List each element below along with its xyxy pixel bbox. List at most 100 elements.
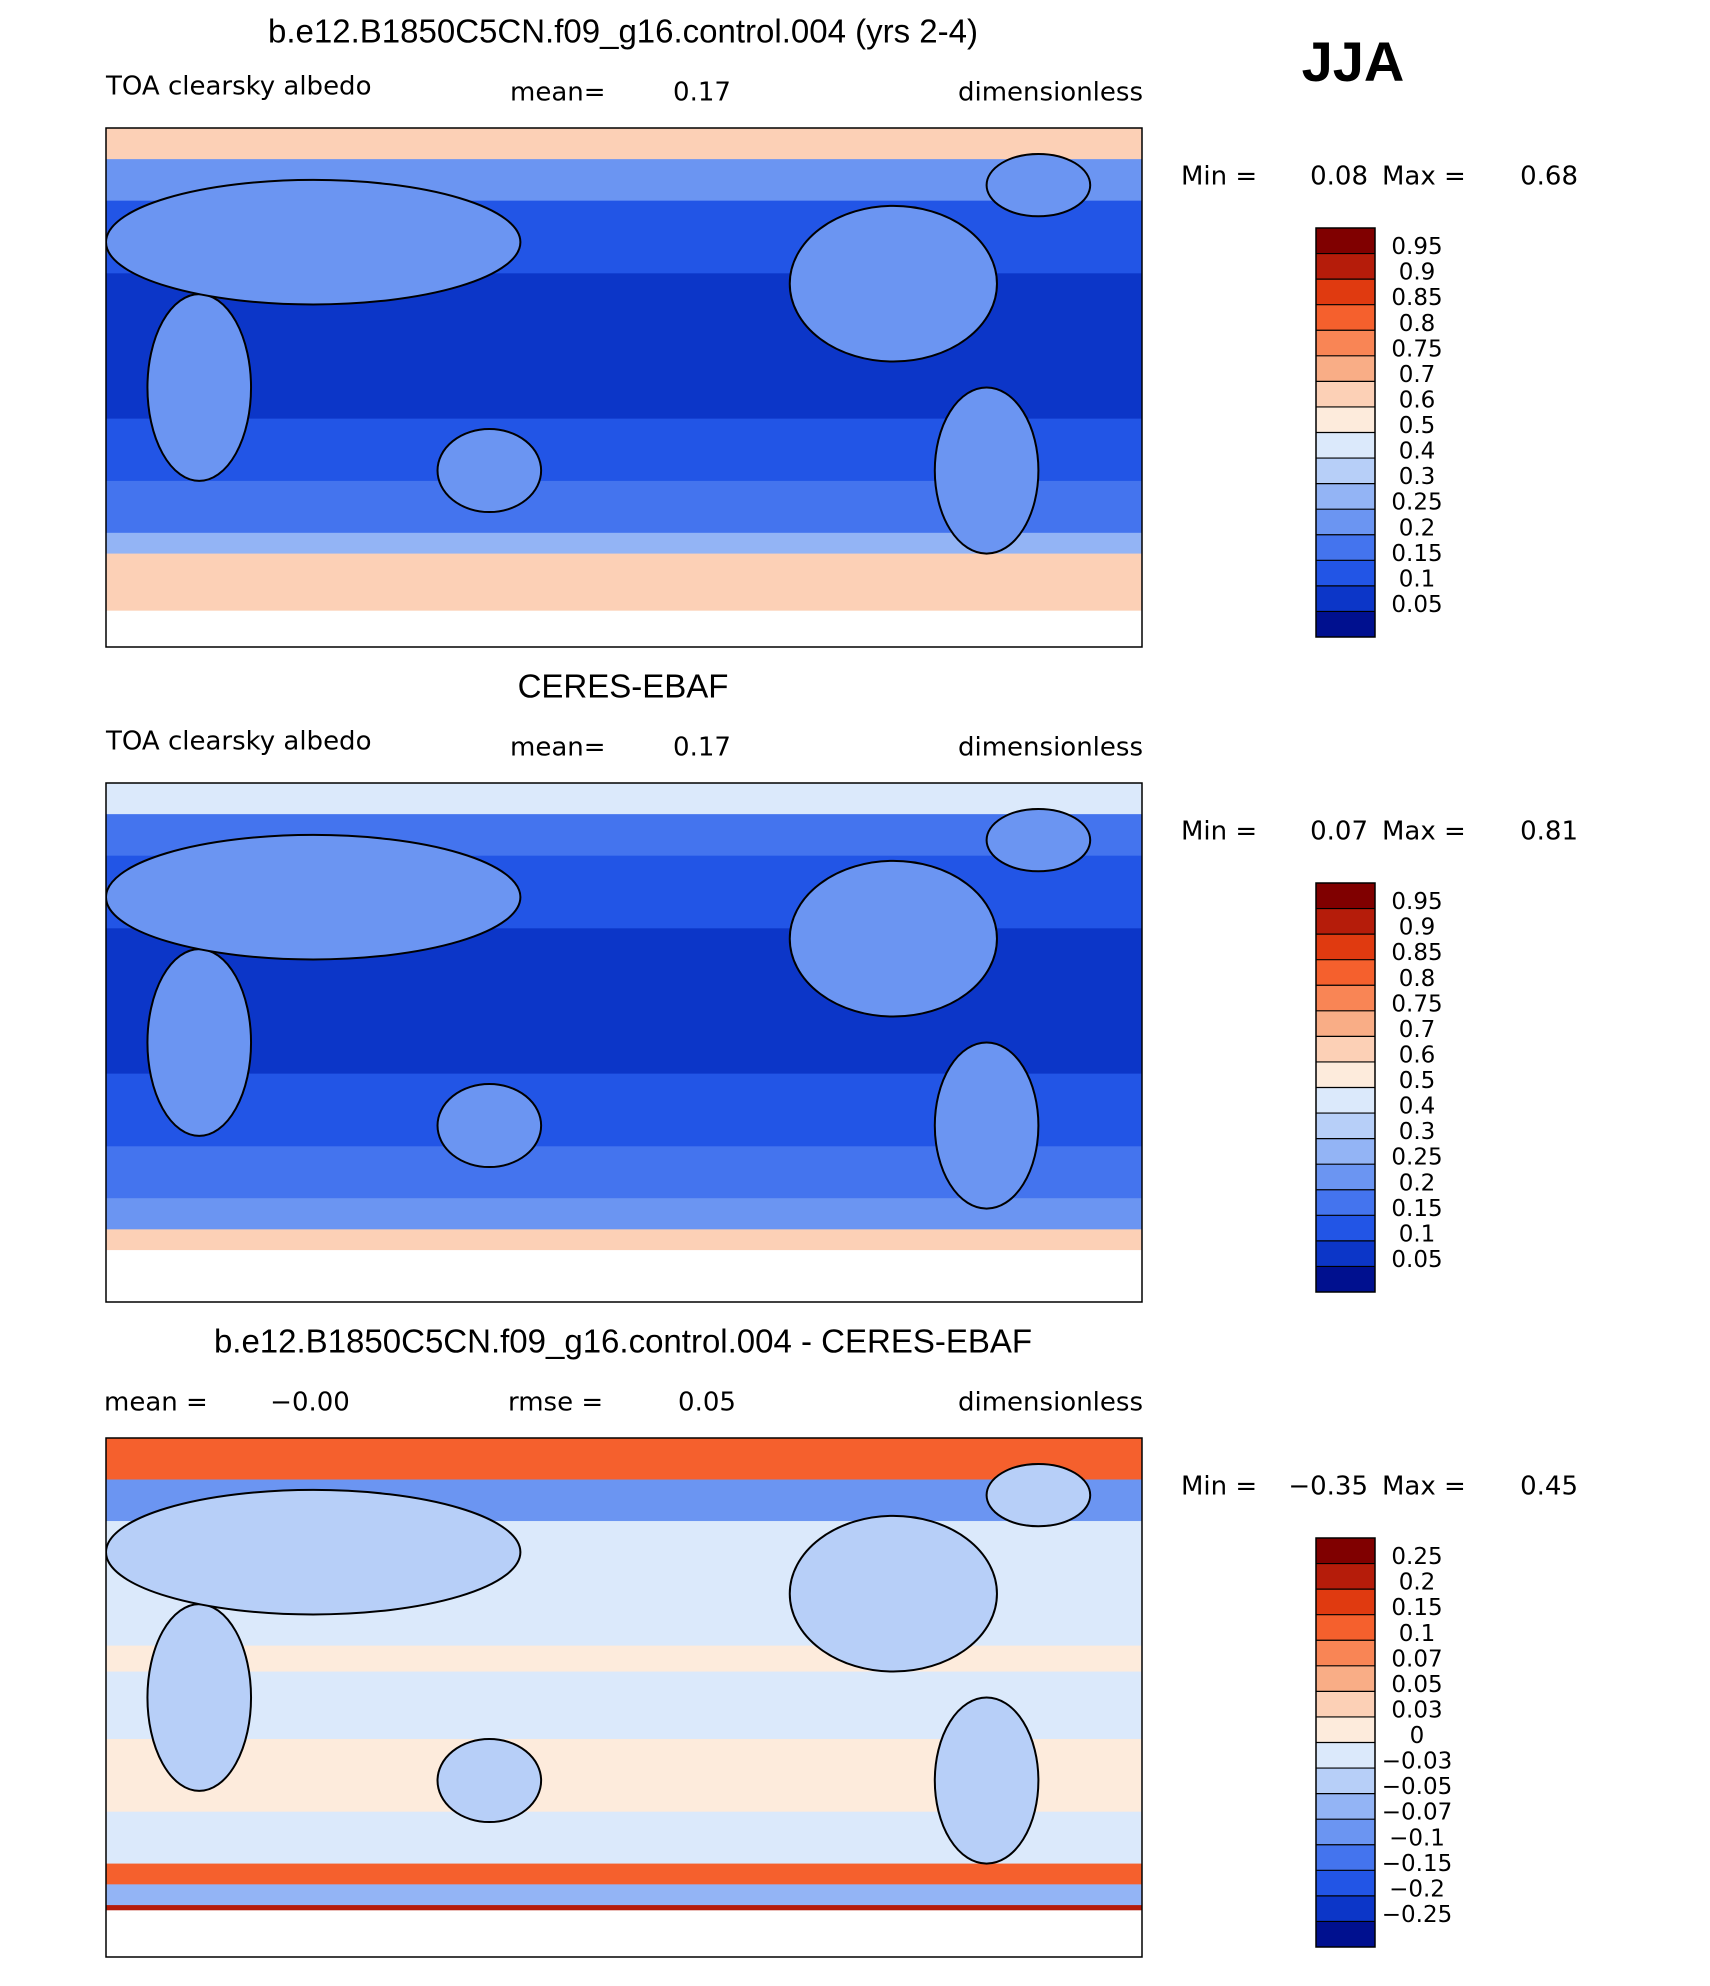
colorbar-box [1316, 1010, 1375, 1037]
colorbar-box [1316, 611, 1375, 638]
colorbar-frame [1315, 1537, 1376, 1948]
colorbar-box [1316, 1036, 1375, 1063]
colorbar-label: 0.05 [1391, 1247, 1442, 1273]
field-label: TOA clearsky albedo [105, 72, 371, 102]
colorbar-label: 0.7 [1399, 362, 1436, 388]
colorbar-label: 0.7 [1399, 1017, 1436, 1043]
stat-label: mean= [510, 78, 606, 108]
min-value: 0.07 [1310, 817, 1368, 847]
max-label: Max = [1382, 817, 1466, 847]
colorbar-box [1316, 1266, 1375, 1293]
colorbar-box [1316, 534, 1375, 561]
map [105, 1437, 1143, 1958]
stat-label: mean = [104, 1388, 208, 1418]
max-label: Max = [1382, 1472, 1466, 1502]
colorbar-box [1316, 1113, 1375, 1140]
colorbar-label: 0.9 [1399, 915, 1436, 941]
colorbar-label: 0 [1410, 1723, 1425, 1749]
continent [106, 178, 522, 306]
colorbar-box [1316, 1189, 1375, 1216]
colorbar-box [1316, 355, 1375, 382]
map-band [106, 1229, 1142, 1252]
colorbar-label: 0.1 [1399, 1621, 1436, 1647]
continent [436, 1738, 543, 1824]
stat-value: −0.00 [270, 1388, 350, 1418]
map-band [106, 553, 1142, 612]
continent [106, 833, 522, 961]
colorbar-box [1316, 1921, 1375, 1948]
colorbar-box [1316, 304, 1375, 331]
colorbar-label: 0.5 [1399, 1068, 1436, 1094]
colorbar-box [1316, 985, 1375, 1012]
continent [985, 1462, 1092, 1528]
continent [985, 807, 1092, 873]
colorbar-box [1316, 934, 1375, 961]
continent [436, 1083, 543, 1169]
colorbar-label: 0.95 [1391, 234, 1442, 260]
colorbar-box [1316, 1793, 1375, 1820]
colorbar-label: 0.95 [1391, 889, 1442, 915]
colorbar-label: 0.75 [1391, 991, 1442, 1017]
colorbar-box [1316, 1742, 1375, 1769]
colorbar-label: 0.15 [1391, 541, 1442, 567]
colorbar-box [1316, 560, 1375, 587]
colorbar-box [1316, 1870, 1375, 1897]
max-label: Max = [1382, 162, 1466, 192]
max-value: 0.45 [1520, 1472, 1578, 1502]
stat-label: mean= [510, 733, 606, 763]
colorbar-label: 0.25 [1391, 1145, 1442, 1171]
colorbar-box [1316, 483, 1375, 510]
colorbar-label: −0.05 [1382, 1774, 1452, 1800]
colorbar-frame [1315, 227, 1376, 638]
field-label: TOA clearsky albedo [105, 727, 371, 757]
map-frame [105, 782, 1143, 1303]
colorbar-box [1316, 1716, 1375, 1743]
continent [788, 1514, 998, 1673]
stat-value: 0.17 [673, 733, 731, 763]
colorbar-box [1316, 1240, 1375, 1267]
panel-title: CERES-EBAF [518, 668, 729, 705]
stat-value: 0.17 [673, 78, 731, 108]
min-label: Min = [1181, 817, 1257, 847]
map-band [106, 532, 1142, 555]
colorbar-box [1316, 509, 1375, 536]
map-band [106, 783, 1142, 816]
colorbar-label: 0.3 [1399, 1119, 1436, 1145]
colorbar-box [1316, 330, 1375, 357]
colorbar-label: 0.2 [1399, 515, 1436, 541]
colorbar-box [1316, 1563, 1375, 1590]
colorbar-box [1316, 228, 1375, 255]
colorbar-box [1316, 1589, 1375, 1616]
continent [933, 1696, 1040, 1865]
colorbar-box [1316, 1614, 1375, 1641]
colorbar-label: −0.03 [1382, 1749, 1452, 1775]
continent [985, 152, 1092, 218]
min-label: Min = [1181, 1472, 1257, 1502]
map-frame [105, 1437, 1143, 1958]
map-band [106, 610, 1142, 647]
map-band [106, 1863, 1142, 1886]
colorbar-label: −0.25 [1382, 1902, 1452, 1928]
units-label: dimensionless [958, 1388, 1143, 1418]
map-band [106, 1910, 1142, 1957]
colorbar-box [1316, 1538, 1375, 1565]
colorbar-label: 0.1 [1399, 566, 1436, 592]
continent [788, 204, 998, 363]
colorbar-box [1316, 1640, 1375, 1667]
units-label: dimensionless [958, 733, 1143, 763]
map-field [106, 128, 1142, 647]
colorbar-label: 0.05 [1391, 592, 1442, 618]
colorbar-box [1316, 1895, 1375, 1922]
colorbar-box [1316, 959, 1375, 986]
colorbar-label: 0.2 [1399, 1570, 1436, 1596]
colorbar-label: −0.2 [1389, 1876, 1445, 1902]
season-label: JJA [1302, 30, 1405, 93]
colorbar-box [1316, 253, 1375, 280]
colorbar-label: 0.4 [1399, 1094, 1436, 1120]
colorbar-box [1316, 1087, 1375, 1114]
colorbar-box [1316, 279, 1375, 306]
colorbar-box [1316, 432, 1375, 459]
colorbar-label: 0.25 [1391, 1544, 1442, 1570]
map-field [106, 783, 1142, 1302]
colorbar-label: 0.15 [1391, 1196, 1442, 1222]
